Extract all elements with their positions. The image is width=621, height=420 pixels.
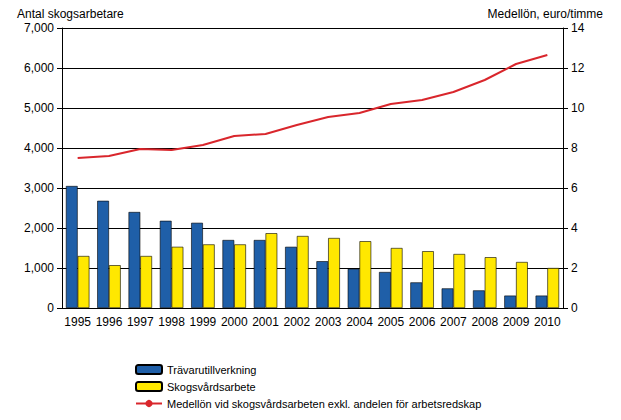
svg-text:4,000: 4,000 bbox=[24, 141, 54, 155]
svg-text:5,000: 5,000 bbox=[24, 101, 54, 115]
svg-text:4: 4 bbox=[571, 221, 578, 235]
svg-text:Antal skogsarbetare: Antal skogsarbetare bbox=[17, 7, 124, 21]
svg-text:14: 14 bbox=[571, 21, 585, 35]
svg-text:12: 12 bbox=[571, 61, 585, 75]
svg-text:2003: 2003 bbox=[315, 315, 342, 329]
svg-text:1998: 1998 bbox=[158, 315, 185, 329]
svg-text:2008: 2008 bbox=[471, 315, 498, 329]
svg-text:10: 10 bbox=[571, 101, 585, 115]
svg-text:Skogsvårdsarbete: Skogsvårdsarbete bbox=[167, 381, 256, 393]
svg-text:2004: 2004 bbox=[346, 315, 373, 329]
svg-text:2002: 2002 bbox=[283, 315, 310, 329]
svg-text:1,000: 1,000 bbox=[24, 261, 54, 275]
svg-text:6,000: 6,000 bbox=[24, 61, 54, 75]
svg-text:0: 0 bbox=[47, 301, 54, 315]
svg-text:2006: 2006 bbox=[409, 315, 436, 329]
svg-text:2: 2 bbox=[571, 261, 578, 275]
svg-text:2000: 2000 bbox=[221, 315, 248, 329]
svg-text:2005: 2005 bbox=[377, 315, 404, 329]
svg-text:3,000: 3,000 bbox=[24, 181, 54, 195]
svg-text:2009: 2009 bbox=[503, 315, 530, 329]
svg-text:1995: 1995 bbox=[64, 315, 91, 329]
svg-text:2001: 2001 bbox=[252, 315, 279, 329]
svg-text:2,000: 2,000 bbox=[24, 221, 54, 235]
svg-text:Trävarutillverkning: Trävarutillverkning bbox=[167, 364, 256, 376]
svg-text:2010: 2010 bbox=[534, 315, 561, 329]
svg-text:1996: 1996 bbox=[96, 315, 123, 329]
svg-text:6: 6 bbox=[571, 181, 578, 195]
svg-text:1999: 1999 bbox=[190, 315, 217, 329]
svg-text:Medellön vid skogsvårdsarbeten: Medellön vid skogsvårdsarbeten exkl. and… bbox=[167, 398, 481, 410]
svg-text:2007: 2007 bbox=[440, 315, 467, 329]
svg-text:1997: 1997 bbox=[127, 315, 154, 329]
svg-text:0: 0 bbox=[571, 301, 578, 315]
svg-text:7,000: 7,000 bbox=[24, 21, 54, 35]
svg-text:8: 8 bbox=[571, 141, 578, 155]
svg-text:Medellön, euro/timme: Medellön, euro/timme bbox=[488, 7, 604, 21]
